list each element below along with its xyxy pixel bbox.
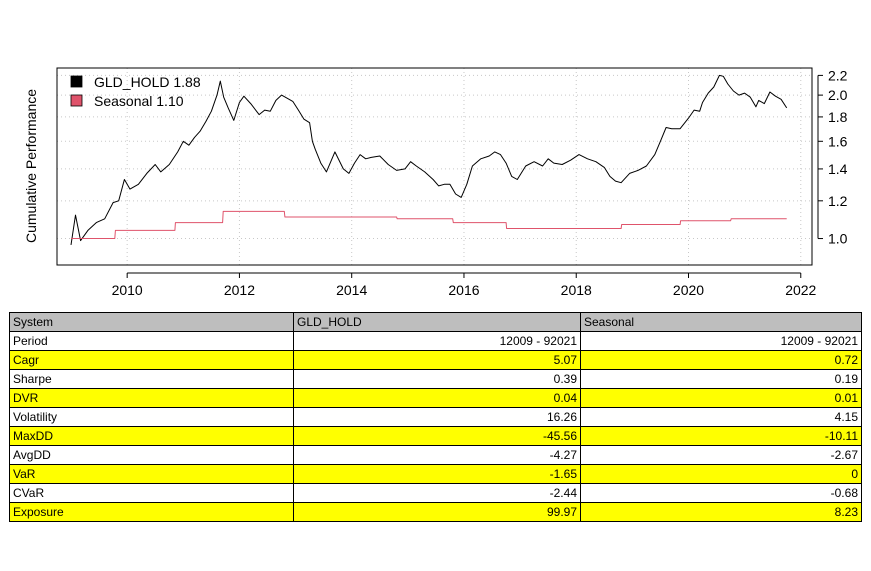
table-row: VaR -1.65 0 bbox=[9, 464, 862, 484]
y-tick-label: 1.2 bbox=[828, 193, 848, 209]
y-tick-label: 2.0 bbox=[828, 87, 848, 103]
table-header-row: System GLD_HOLD Seasonal bbox=[9, 312, 862, 332]
header-seasonal: Seasonal bbox=[580, 312, 862, 332]
grid bbox=[57, 68, 812, 265]
cumulative-performance-chart: 2010 2012 2014 2016 2018 2020 2022 1.01.21.41.… bbox=[23, 67, 848, 298]
gld-hold-value: -45.56 bbox=[293, 426, 581, 446]
gld-hold-value: 0.04 bbox=[293, 388, 581, 408]
table-row: Cagr 5.07 0.72 bbox=[9, 350, 862, 370]
y-axis: 1.0 1.2 1.4 1.6 1.8 2.0 2.2 bbox=[817, 67, 848, 247]
plot-frame bbox=[56, 67, 813, 266]
row-label: CVaR bbox=[9, 483, 294, 503]
row-label: Exposure bbox=[9, 502, 294, 522]
y-tick-label: 1.6 bbox=[828, 133, 848, 149]
seasonal-value: 0.19 bbox=[580, 369, 862, 389]
seasonal-value: 12009 - 92021 bbox=[580, 331, 862, 351]
gld-hold-value: 0.39 bbox=[293, 369, 581, 389]
seasonal-value: -2.67 bbox=[580, 445, 862, 465]
row-label: Volatility bbox=[9, 407, 294, 427]
seasonal-value: -0.68 bbox=[580, 483, 862, 503]
gld-hold-value: 99.97 bbox=[293, 502, 581, 522]
row-label: DVR bbox=[9, 388, 294, 408]
row-label: Period bbox=[9, 331, 294, 351]
seasonal-value: 0.72 bbox=[580, 350, 862, 370]
x-tick-label: 2014 bbox=[336, 282, 367, 298]
table-row: Volatility 16.26 4.15 bbox=[9, 407, 862, 427]
series-layer bbox=[70, 74, 788, 245]
legend-label: GLD_HOLD 1.88 bbox=[94, 74, 201, 90]
gld-hold-value: 5.07 bbox=[293, 350, 581, 370]
gld-hold-value: 16.26 bbox=[293, 407, 581, 427]
x-axis: 2010 2012 2014 2016 2018 2020 2022 bbox=[112, 272, 817, 298]
y-tick-label: 1.0 bbox=[828, 231, 848, 247]
table-row: Sharpe 0.39 0.19 bbox=[9, 369, 862, 389]
row-label: Cagr bbox=[9, 350, 294, 370]
legend-swatch bbox=[70, 75, 83, 88]
row-label: Sharpe bbox=[9, 369, 294, 389]
gld-hold-value: 12009 - 92021 bbox=[293, 331, 581, 351]
y-axis-label: Cumulative Performance bbox=[23, 89, 39, 243]
legend-label: Seasonal 1.10 bbox=[94, 93, 184, 109]
y-tick-label: 1.8 bbox=[828, 109, 848, 125]
header-gld-hold: GLD_HOLD bbox=[293, 312, 581, 332]
row-label: MaxDD bbox=[9, 426, 294, 446]
x-tick-label: 2010 bbox=[112, 282, 143, 298]
legend-swatch bbox=[70, 94, 83, 107]
seasonal-value: 0 bbox=[580, 464, 862, 484]
row-label: AvgDD bbox=[9, 445, 294, 465]
header-system: System bbox=[9, 312, 294, 332]
table-row: DVR 0.04 0.01 bbox=[9, 388, 862, 408]
gld-hold-value: -4.27 bbox=[293, 445, 581, 465]
x-tick-label: 2012 bbox=[224, 282, 255, 298]
table-row: MaxDD -45.56 -10.11 bbox=[9, 426, 862, 446]
series-line-gld-hold bbox=[70, 74, 788, 245]
seasonal-value: 8.23 bbox=[580, 502, 862, 522]
gld-hold-value: -2.44 bbox=[293, 483, 581, 503]
seasonal-value: -10.11 bbox=[580, 426, 862, 446]
table-row: CVaR -2.44 -0.68 bbox=[9, 483, 862, 503]
gld-hold-value: -1.65 bbox=[293, 464, 581, 484]
x-tick-label: 2020 bbox=[673, 282, 704, 298]
series-line-seasonal bbox=[71, 210, 787, 239]
performance-stats-table: System GLD_HOLD Seasonal Period 12009 - 9… bbox=[9, 312, 862, 522]
x-tick-label: 2018 bbox=[561, 282, 592, 298]
y-tick-label: 2.2 bbox=[828, 67, 848, 83]
table-row: Exposure 99.97 8.23 bbox=[9, 502, 862, 522]
legend: GLD_HOLD 1.88 Seasonal 1.10 bbox=[70, 74, 201, 109]
seasonal-value: 4.15 bbox=[580, 407, 862, 427]
seasonal-value: 0.01 bbox=[580, 388, 862, 408]
y-tick-label: 1.4 bbox=[828, 161, 848, 177]
x-tick-label: 2016 bbox=[448, 282, 479, 298]
row-label: VaR bbox=[9, 464, 294, 484]
table-row: AvgDD -4.27 -2.67 bbox=[9, 445, 862, 465]
x-tick-label: 2022 bbox=[785, 282, 816, 298]
table-row: Period 12009 - 92021 12009 - 92021 bbox=[9, 331, 862, 351]
